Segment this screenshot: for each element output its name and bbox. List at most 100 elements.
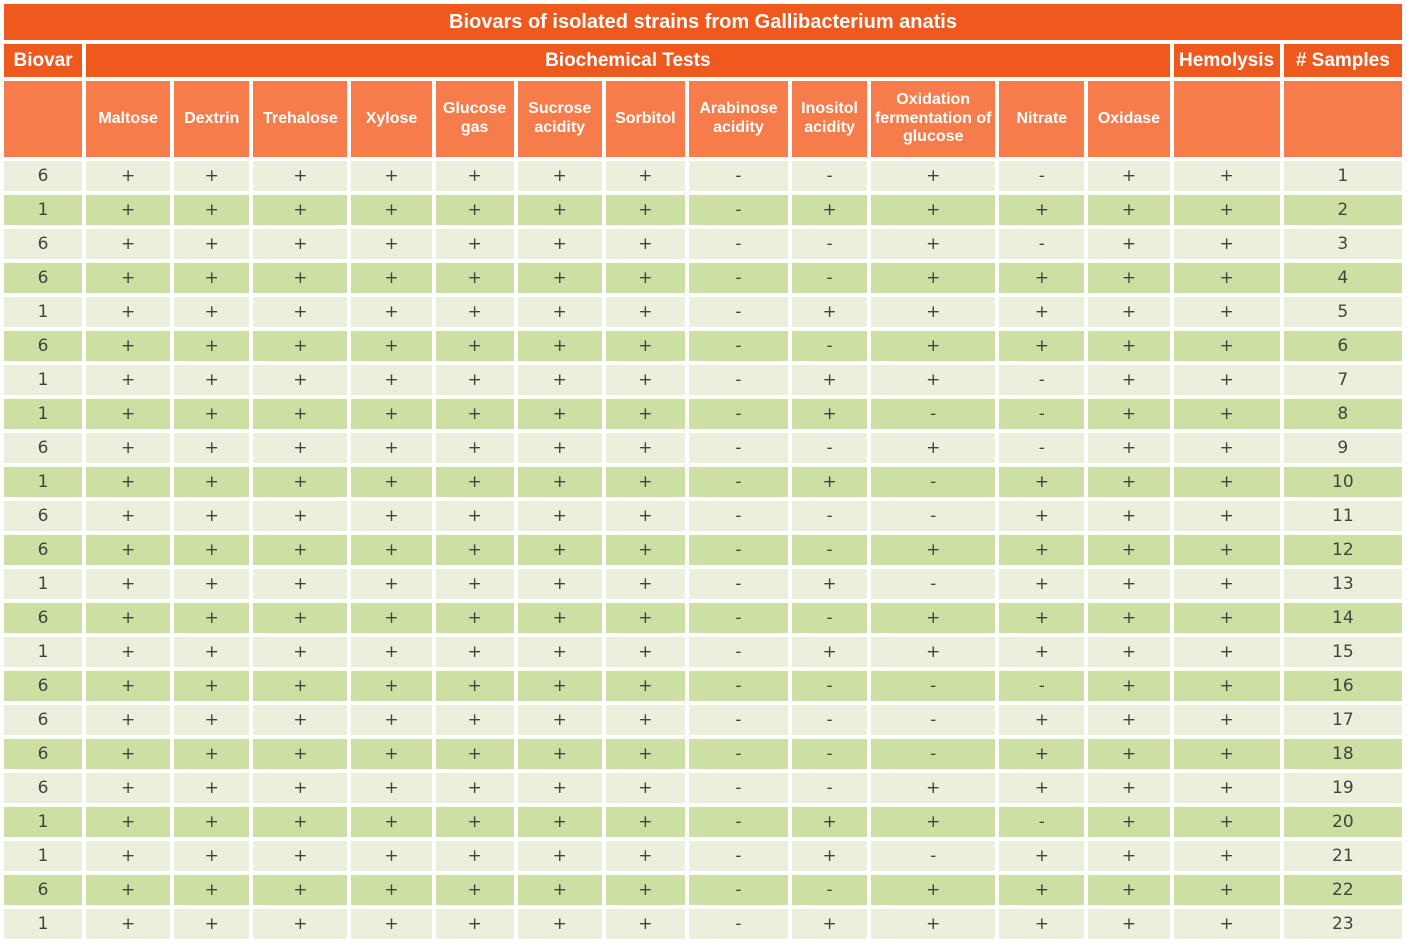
cell-maltose: +	[86, 909, 171, 939]
cell-dextrin: +	[174, 773, 250, 803]
cell-trehalose: +	[253, 399, 348, 429]
cell-nitrate: +	[999, 195, 1085, 225]
cell-biovar: 1	[4, 909, 83, 939]
table-row: 6 + + + + + + + - - + - + +1	[4, 161, 1402, 191]
cell-biovar: 6	[4, 501, 83, 531]
hemolysis-header-spacer	[1173, 81, 1280, 157]
cell-oxidase: +	[1088, 399, 1170, 429]
cell-maltose: +	[86, 501, 171, 531]
cell-biovar: 1	[4, 637, 83, 667]
cell-biovar: 6	[4, 705, 83, 735]
cell-sorbitol: +	[605, 467, 685, 497]
cell-oxidation-fermentation-of-glucose: +	[871, 365, 996, 395]
cell-trehalose: +	[253, 637, 348, 667]
cell-glucose-gas: +	[435, 705, 514, 735]
table-row: 1 + + + + + + + - + + + + +5	[4, 297, 1402, 327]
cell-glucose-gas: +	[435, 671, 514, 701]
cell-maltose: +	[86, 263, 171, 293]
cell-arabinose-acidity: -	[688, 399, 789, 429]
cell-sorbitol: +	[605, 331, 685, 361]
cell-inositol-acidity: +	[792, 297, 868, 327]
col-header-glucose-gas: Glucose gas	[435, 81, 514, 157]
cell-xylose: +	[351, 467, 432, 497]
col-header-sorbitol: Sorbitol	[605, 81, 685, 157]
cell-oxidation-fermentation-of-glucose: -	[871, 569, 996, 599]
cell-dextrin: +	[174, 161, 250, 191]
cell-oxidation-fermentation-of-glucose: -	[871, 671, 996, 701]
col-header-inositol-acidity: Inositol acidity	[792, 81, 868, 157]
cell-hemolysis: +	[1173, 603, 1280, 633]
cell-oxidation-fermentation-of-glucose: +	[871, 637, 996, 667]
cell-sorbitol: +	[605, 365, 685, 395]
table-row: 1 + + + + + + + - + - - + +8	[4, 399, 1402, 429]
cell-dextrin: +	[174, 671, 250, 701]
cell-sorbitol: +	[605, 229, 685, 259]
cell-hemolysis: +	[1173, 841, 1280, 871]
cell-samples: 23	[1283, 909, 1402, 939]
cell-dextrin: +	[174, 399, 250, 429]
table-row: 6 + + + + + + + - - + + + +22	[4, 875, 1402, 905]
cell-trehalose: +	[253, 875, 348, 905]
cell-biovar: 6	[4, 331, 83, 361]
table-row: 6 + + + + + + + - - - - + +16	[4, 671, 1402, 701]
cell-nitrate: -	[999, 399, 1085, 429]
col-header-oxidase: Oxidase	[1088, 81, 1170, 157]
cell-xylose: +	[351, 365, 432, 395]
table-row: 1 + + + + + + + - + - + + +10	[4, 467, 1402, 497]
cell-hemolysis: +	[1173, 195, 1280, 225]
cell-trehalose: +	[253, 807, 348, 837]
cell-samples: 21	[1283, 841, 1402, 871]
cell-xylose: +	[351, 705, 432, 735]
cell-xylose: +	[351, 807, 432, 837]
cell-trehalose: +	[253, 161, 348, 191]
cell-sorbitol: +	[605, 705, 685, 735]
cell-arabinose-acidity: -	[688, 501, 789, 531]
table-row: 1 + + + + + + + - + + + + +23	[4, 909, 1402, 939]
col-header-samples: # Samples	[1283, 44, 1402, 77]
col-header-sucrose-acidity: Sucrose acidity	[517, 81, 602, 157]
cell-glucose-gas: +	[435, 399, 514, 429]
cell-inositol-acidity: +	[792, 195, 868, 225]
cell-biovar: 6	[4, 671, 83, 701]
cell-inositol-acidity: +	[792, 569, 868, 599]
cell-dextrin: +	[174, 739, 250, 769]
cell-nitrate: +	[999, 739, 1085, 769]
cell-xylose: +	[351, 161, 432, 191]
cell-sucrose-acidity: +	[517, 875, 602, 905]
cell-xylose: +	[351, 909, 432, 939]
cell-biovar: 1	[4, 365, 83, 395]
cell-sucrose-acidity: +	[517, 161, 602, 191]
cell-dextrin: +	[174, 263, 250, 293]
cell-arabinose-acidity: -	[688, 841, 789, 871]
cell-sucrose-acidity: +	[517, 195, 602, 225]
cell-glucose-gas: +	[435, 229, 514, 259]
cell-arabinose-acidity: -	[688, 365, 789, 395]
cell-dextrin: +	[174, 229, 250, 259]
cell-nitrate: +	[999, 841, 1085, 871]
cell-xylose: +	[351, 739, 432, 769]
cell-sorbitol: +	[605, 569, 685, 599]
cell-xylose: +	[351, 773, 432, 803]
cell-trehalose: +	[253, 909, 348, 939]
cell-nitrate: +	[999, 875, 1085, 905]
cell-sucrose-acidity: +	[517, 467, 602, 497]
cell-nitrate: +	[999, 909, 1085, 939]
cell-sorbitol: +	[605, 637, 685, 667]
cell-nitrate: +	[999, 297, 1085, 327]
cell-nitrate: +	[999, 467, 1085, 497]
cell-xylose: +	[351, 195, 432, 225]
cell-oxidation-fermentation-of-glucose: +	[871, 331, 996, 361]
cell-hemolysis: +	[1173, 331, 1280, 361]
cell-inositol-acidity: -	[792, 331, 868, 361]
cell-sucrose-acidity: +	[517, 739, 602, 769]
cell-arabinose-acidity: -	[688, 331, 789, 361]
table-row: 1 + + + + + + + - + - + + +13	[4, 569, 1402, 599]
cell-maltose: +	[86, 739, 171, 769]
cell-samples: 14	[1283, 603, 1402, 633]
cell-inositol-acidity: -	[792, 229, 868, 259]
table-title: Biovars of isolated strains from Galliba…	[4, 4, 1402, 40]
cell-trehalose: +	[253, 841, 348, 871]
cell-sorbitol: +	[605, 807, 685, 837]
table-row: 6 + + + + + + + - - + + + +6	[4, 331, 1402, 361]
